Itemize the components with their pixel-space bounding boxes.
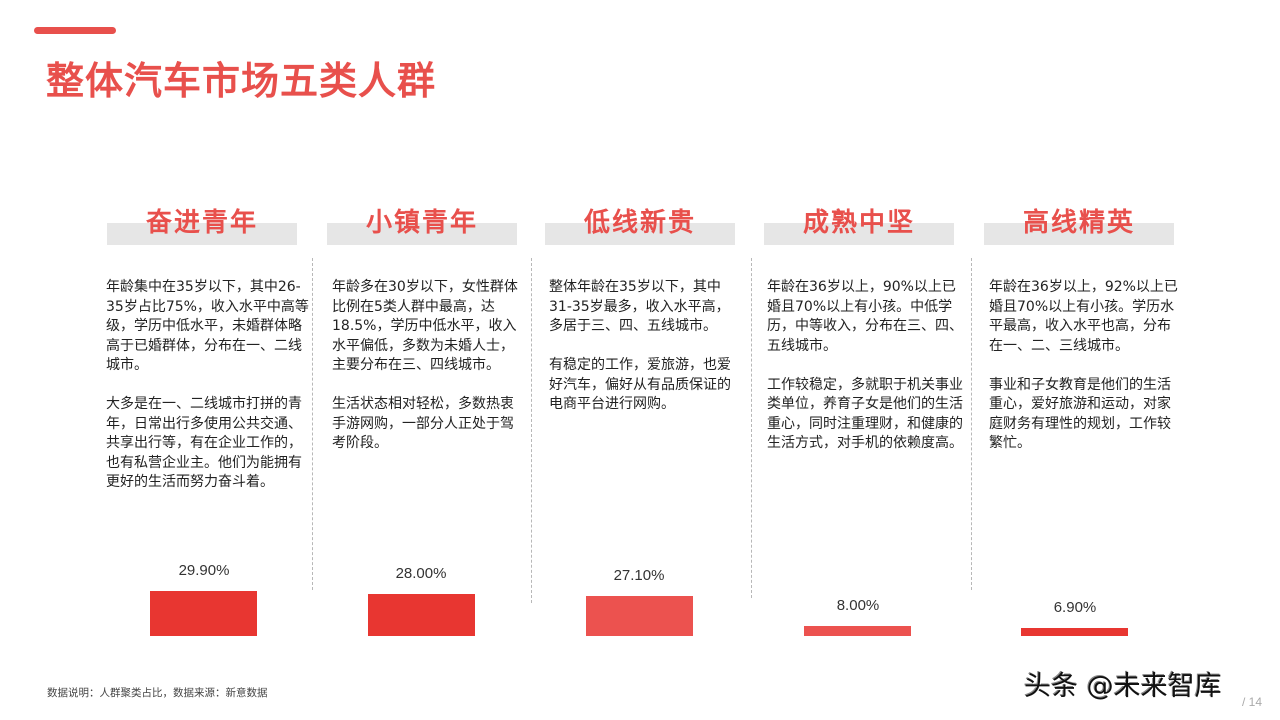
share-value-label: 6.90% — [1053, 599, 1097, 616]
segment-header-4: 成熟中坚 — [764, 200, 954, 248]
segment-description-4: 年龄在36岁以上，90%以上已婚且70%以上有小孩。中低学历，中等收入，分布在三… — [767, 278, 965, 473]
share-bar — [804, 626, 911, 636]
share-value-label: 8.00% — [836, 597, 880, 614]
description-paragraph: 有稳定的工作，爱旅游，也爱好汽车，偏好从有品质保证的电商平台进行网购。 — [549, 357, 731, 412]
segment-title: 小镇青年 — [365, 208, 478, 238]
column-divider — [312, 258, 313, 590]
description-paragraph: 整体年龄在35岁以下，其中31-35岁最多，收入水平高，多居于三、四、五线城市。 — [549, 279, 730, 334]
data-source-note: 数据说明：人群聚类占比，数据来源：新意数据 — [47, 687, 268, 699]
share-bar — [150, 591, 257, 636]
description-paragraph: 大多是在一、二线城市打拼的青年，日常出行多使用公共交通、共享出行等，有在企业工作… — [106, 396, 302, 490]
description-paragraph: 年龄多在30岁以下，女性群体比例在5类人群中最高，达18.5%，学历中低水平，收… — [332, 279, 518, 373]
header-band — [327, 223, 517, 245]
page-number: / 14 — [1242, 695, 1263, 709]
segment-description-5: 年龄在36岁以上，92%以上已婚且70%以上有小孩。学历水平最高，收入水平也高，… — [989, 278, 1179, 473]
description-paragraph: 年龄集中在35岁以下，其中26-35岁占比75%，收入水平中高等级，学历中低水平… — [106, 279, 309, 373]
share-value-label: 29.90% — [178, 562, 230, 579]
header-band — [984, 223, 1174, 245]
description-paragraph: 事业和子女教育是他们的生活重心，爱好旅游和运动，对家庭财务有理性的规划，工作较繁… — [989, 376, 1171, 452]
segment-description-3: 整体年龄在35岁以下，其中31-35岁最多，收入水平高，多居于三、四、五线城市。… — [549, 278, 737, 434]
column-divider — [751, 258, 752, 598]
column-divider — [971, 258, 972, 590]
share-value-label: 28.00% — [395, 565, 447, 582]
segment-title: 奋进青年 — [145, 208, 258, 238]
header-band — [764, 223, 954, 245]
segment-header-2: 小镇青年 — [327, 200, 517, 248]
title-accent-bar — [34, 27, 116, 34]
share-bar — [586, 596, 693, 636]
page-title: 整体汽车市场五类人群 — [46, 59, 437, 103]
column-divider — [531, 258, 532, 603]
header-band — [107, 223, 297, 245]
share-value-label: 27.10% — [613, 567, 665, 584]
segment-title: 成熟中坚 — [802, 208, 915, 238]
description-paragraph: 年龄在36岁以上，92%以上已婚且70%以上有小孩。学历水平最高，收入水平也高，… — [989, 279, 1178, 354]
segment-description-1: 年龄集中在35岁以下，其中26-35岁占比75%，收入水平中高等级，学历中低水平… — [106, 278, 311, 512]
description-paragraph: 年龄在36岁以上，90%以上已婚且70%以上有小孩。中低学历，中等收入，分布在三… — [767, 279, 963, 354]
description-paragraph: 生活状态相对轻松，多数热衷手游网购，一部分人正处于驾考阶段。 — [332, 396, 514, 451]
segment-header-1: 奋进青年 — [107, 200, 297, 248]
segment-title: 低线新贵 — [583, 208, 696, 238]
segment-header-5: 高线精英 — [984, 200, 1174, 248]
watermark: 头条 @未来智库 — [1024, 671, 1222, 702]
segment-description-2: 年龄多在30岁以下，女性群体比例在5类人群中最高，达18.5%，学历中低水平，收… — [332, 278, 518, 473]
share-bar — [1021, 628, 1128, 636]
description-paragraph: 工作较稳定，多就职于机关事业类单位，养育子女是他们的生活重心，同时注重理财，和健… — [767, 376, 963, 452]
share-bar — [368, 594, 475, 636]
segment-title: 高线精英 — [1022, 208, 1135, 238]
segment-header-3: 低线新贵 — [545, 200, 735, 248]
header-band — [545, 223, 735, 245]
